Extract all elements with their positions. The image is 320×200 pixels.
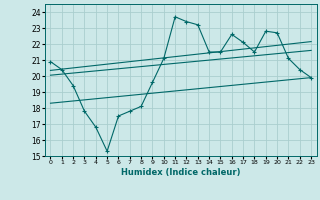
X-axis label: Humidex (Indice chaleur): Humidex (Indice chaleur)	[121, 168, 241, 177]
